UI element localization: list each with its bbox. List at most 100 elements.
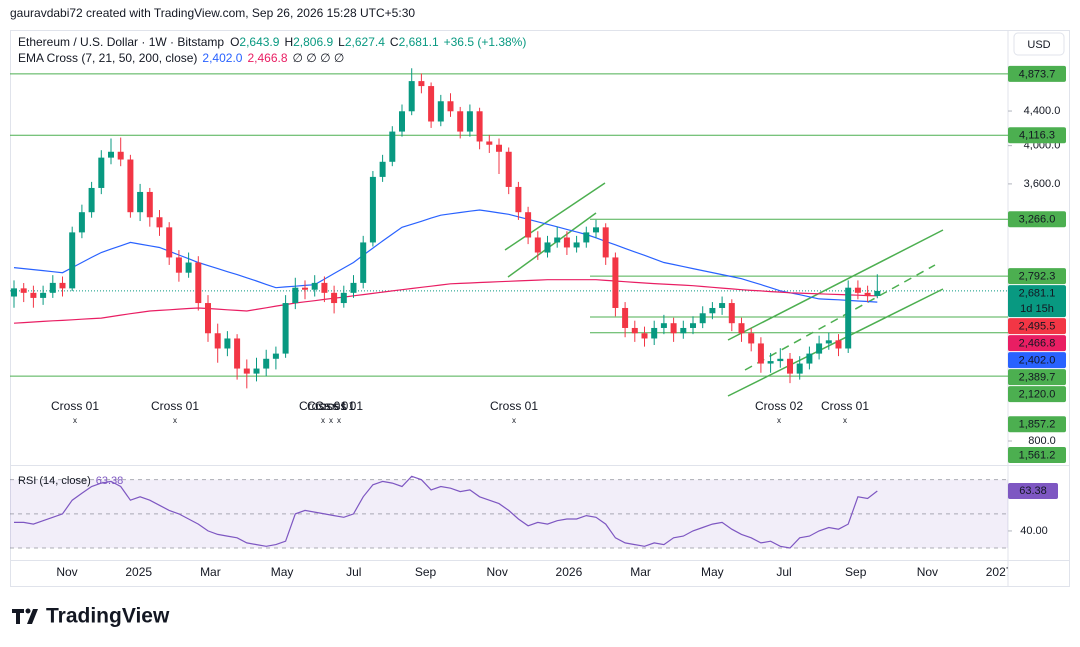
channel-line xyxy=(727,229,944,341)
price-label-box xyxy=(1008,285,1066,318)
candle-body xyxy=(612,257,619,308)
candle-body xyxy=(127,159,134,213)
y-tick-label: 4,400.0 xyxy=(1024,105,1061,117)
candle-body xyxy=(787,358,793,374)
candle-body xyxy=(631,327,638,334)
candle-body xyxy=(205,303,211,334)
rsi-pane xyxy=(10,475,1008,549)
candle-body xyxy=(796,363,803,374)
price-label-box xyxy=(1008,369,1066,386)
candle-body xyxy=(767,361,774,364)
x-tick-label: Mar xyxy=(630,565,651,579)
price-pane: Cross 01 x Cross 01 x Cross 01 x Cross 01 x Cros… xyxy=(10,68,1008,425)
rsi-label-box xyxy=(1008,482,1058,499)
ohlc-key: L xyxy=(338,35,345,49)
cross-label: Cross 01 xyxy=(307,399,355,413)
candle-body xyxy=(476,111,483,142)
candle-body xyxy=(350,282,357,293)
candle-body xyxy=(166,227,173,258)
price-label: 2,402.0 xyxy=(1019,355,1056,367)
candle-body xyxy=(20,288,27,293)
x-tick-label: Mar xyxy=(200,565,221,579)
candle-body xyxy=(331,292,338,304)
candle-body xyxy=(360,242,367,283)
candle-body xyxy=(311,282,318,290)
cross-marker: x xyxy=(843,416,847,425)
candle-body xyxy=(680,327,687,334)
watermark: gauravdabi72 created with TradingView.co… xyxy=(10,6,415,20)
x-tick-label: May xyxy=(271,565,294,579)
candle-body xyxy=(602,227,609,258)
ohlc-value: 2,681.1 xyxy=(399,35,439,49)
cross-label: Cross 01 xyxy=(315,399,363,413)
price-label: 2,466.8 xyxy=(1019,338,1056,350)
price-label: 1,561.2 xyxy=(1019,449,1056,461)
candle-body xyxy=(302,287,308,290)
symbol-header: Ethereum / U.S. Dollar · 1W · Bitstamp O2… xyxy=(18,35,526,49)
logo-mark xyxy=(27,609,38,624)
candle-body xyxy=(554,237,561,243)
rsi-tick-label: 40.00 xyxy=(1020,525,1048,537)
candle-body xyxy=(224,338,231,349)
candle-body xyxy=(185,262,192,273)
candle-body xyxy=(282,303,289,354)
x-tick-label: Sep xyxy=(415,565,437,579)
currency[interactable]: USD xyxy=(1027,39,1050,51)
ema-line xyxy=(13,279,878,324)
price-label-box xyxy=(1008,211,1066,228)
candle-body xyxy=(622,307,629,328)
candle-body xyxy=(146,191,153,218)
candle-body xyxy=(544,242,551,253)
candle-body xyxy=(825,340,832,344)
indicator-value: 2,402.0 xyxy=(202,51,242,65)
change: +36.5 (+1.38%) xyxy=(444,35,527,49)
candle-body xyxy=(253,368,260,374)
candle-body xyxy=(563,237,570,248)
candle-body xyxy=(670,323,677,334)
candle-body xyxy=(321,282,328,293)
candle-body xyxy=(389,131,396,162)
candle-body xyxy=(777,358,784,362)
candle-body xyxy=(593,227,599,233)
candle-body xyxy=(505,151,512,187)
currency-button[interactable] xyxy=(1013,32,1065,56)
ohlc-key: O xyxy=(230,35,239,49)
candle-body xyxy=(748,333,755,344)
candle-body xyxy=(379,161,386,177)
candle-body xyxy=(816,343,823,354)
x-tick-label: May xyxy=(701,565,724,579)
candle-body xyxy=(854,287,861,293)
x-tick-label: 2026 xyxy=(556,565,583,579)
time-axis: Nov 2025 Mar May Jul Sep Nov 2026 Mar May Jul Sep No… xyxy=(56,565,1008,579)
indicator-header: EMA Cross (7, 21, 50, 200, close) 2,402.0… xyxy=(18,51,344,65)
logo: TradingView xyxy=(12,605,170,628)
rsi-title: RSI (14, close) xyxy=(18,475,91,487)
candle-body xyxy=(40,292,47,298)
candle-body xyxy=(214,333,221,349)
ohlc-value: 2,806.9 xyxy=(293,35,333,49)
candle-body xyxy=(757,343,764,364)
x-tick-label: Nov xyxy=(917,565,938,579)
candle-body xyxy=(864,292,871,296)
price-label: 1,857.2 xyxy=(1019,419,1056,431)
candle-body xyxy=(234,338,241,369)
candle-body xyxy=(525,212,532,238)
logo-text: TradingView xyxy=(46,605,170,628)
y-tick-label: 800.0 xyxy=(1028,435,1056,447)
price-label-box xyxy=(1008,447,1066,463)
cross-label: Cross 01 xyxy=(51,399,99,413)
candle-body xyxy=(660,323,667,328)
y-tick-label: 3,600.0 xyxy=(1024,178,1061,190)
candle-body xyxy=(573,242,580,248)
cross-marker: x xyxy=(337,416,341,425)
candle-body xyxy=(137,191,144,213)
price-label-countdown: 1d 15h xyxy=(1020,303,1054,315)
candle-body xyxy=(88,187,95,213)
x-tick-label: Nov xyxy=(56,565,77,579)
candle-body xyxy=(496,144,502,152)
cross-label: Cross 01 xyxy=(151,399,199,413)
logo-mark xyxy=(25,608,31,614)
price-label: 2,389.7 xyxy=(1019,372,1056,384)
